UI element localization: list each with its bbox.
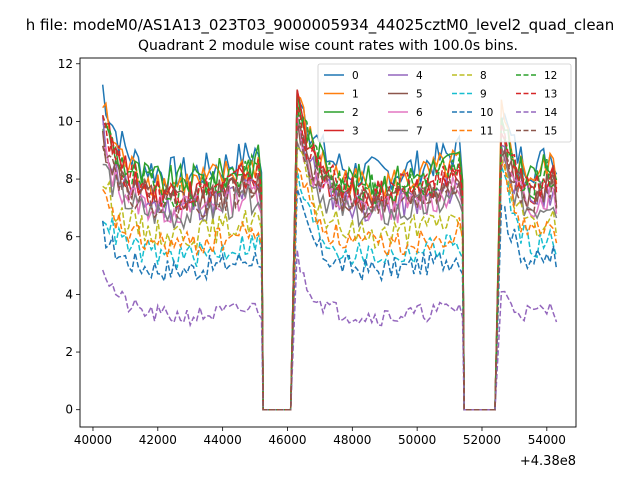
legend-label: 11: [480, 126, 493, 138]
legend-label: 8: [480, 70, 487, 82]
series-line-15: [101, 121, 558, 411]
chart-title: Quadrant 2 module wise count rates with …: [138, 38, 518, 54]
legend-label: 0: [352, 70, 359, 82]
figure-suptitle: h file: modeM0/AS1A13_023T03_9000005934_…: [26, 16, 615, 35]
y-axis: 0 2 4 6 8 10 12: [58, 57, 80, 417]
legend-label: 12: [544, 70, 557, 82]
legend-label: 10: [480, 107, 493, 119]
legend-label: 6: [416, 107, 423, 119]
legend-label: 15: [544, 126, 557, 138]
y-tick-label: 0: [65, 403, 73, 417]
legend-label: 7: [416, 126, 423, 138]
series-line-13: [101, 103, 558, 411]
x-tick-label: 46000: [268, 433, 306, 447]
y-tick-label: 4: [65, 287, 73, 301]
x-tick-label: 52000: [463, 433, 501, 447]
series-line-8: [102, 146, 558, 411]
x-axis: 40000 42000 44000 46000 48000 50000 52000 54000: [74, 427, 566, 447]
legend-label: 14: [544, 107, 558, 119]
legend-label: 5: [416, 89, 423, 101]
legend-label: 3: [352, 126, 359, 138]
legend-label: 4: [416, 70, 423, 82]
plot-frame: [79, 57, 577, 428]
series-line-11: [102, 162, 558, 411]
y-tick-label: 2: [65, 345, 73, 359]
x-tick-label: 50000: [398, 433, 436, 447]
series-line-14: [101, 249, 558, 411]
legend-label: 9: [480, 89, 487, 101]
x-axis-offset-label: +4.38e8: [520, 454, 576, 469]
legend-box: [317, 63, 572, 143]
y-tick-label: 12: [58, 57, 73, 71]
legend-label: 1: [352, 89, 359, 101]
legend-label: 2: [352, 107, 359, 119]
series-line-10: [101, 188, 558, 411]
series-line-7: [102, 142, 558, 411]
x-tick-label: 40000: [74, 433, 112, 447]
y-tick-label: 6: [65, 230, 73, 244]
legend-label: 13: [544, 89, 557, 101]
x-tick-label: 54000: [528, 433, 566, 447]
y-tick-label: 8: [65, 172, 73, 186]
x-tick-label: 42000: [139, 433, 177, 447]
series-layer: [101, 84, 558, 411]
x-tick-label: 48000: [333, 433, 371, 447]
y-tick-label: 10: [58, 114, 73, 128]
x-tick-label: 44000: [204, 433, 242, 447]
